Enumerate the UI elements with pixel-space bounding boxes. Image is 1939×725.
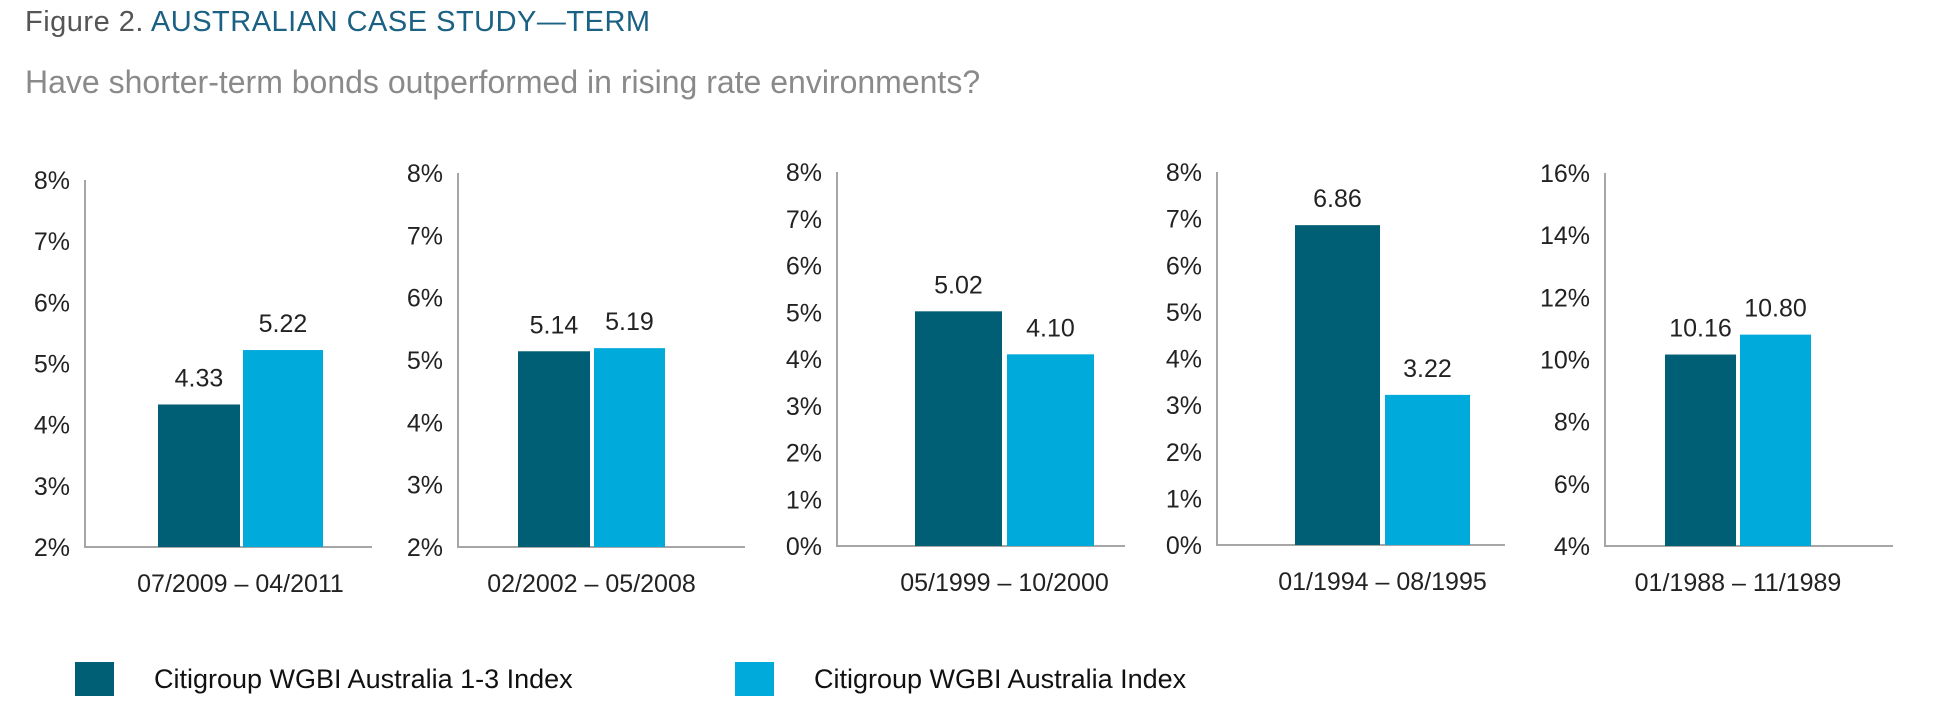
bar-full-index (243, 350, 323, 547)
figure-title-text: AUSTRALIAN CASE STUDY—TERM (150, 6, 651, 38)
y-tick-label: 4% (407, 409, 443, 437)
x-category-label: 01/1994 – 08/1995 (1278, 568, 1487, 596)
y-tick-label: 16% (1540, 160, 1590, 188)
data-label: 5.19 (605, 308, 654, 336)
legend-item-short-index: Citigroup WGBI Australia 1-3 Index (75, 662, 573, 696)
y-tick-label: 2% (34, 534, 70, 562)
y-tick-label: 6% (407, 285, 443, 313)
y-tick-label: 7% (34, 228, 70, 256)
y-tick-label: 12% (1540, 284, 1590, 312)
y-tick-label: 6% (786, 253, 822, 281)
x-category-label: 01/1988 – 11/1989 (1635, 569, 1842, 597)
y-tick-label: 4% (786, 346, 822, 374)
y-tick-label: 2% (407, 534, 443, 562)
y-tick-label: 10% (1540, 347, 1590, 375)
bar-full-index (1385, 394, 1470, 545)
y-tick-label: 8% (34, 167, 70, 195)
y-tick-label: 6% (34, 289, 70, 317)
bar-short-index (518, 351, 590, 547)
y-tick-label: 5% (786, 299, 822, 327)
bar-charts: 2% 3% 4% 5% 6% 7% 8% 4.33 5.22 07/2009 – 04/2011 2… (34, 159, 1893, 598)
data-label: 10.16 (1669, 315, 1732, 343)
y-tick-label: 6% (1554, 471, 1590, 499)
bar-full-index (594, 348, 665, 547)
bar-short-index (158, 404, 240, 547)
y-tick-label: 3% (407, 472, 443, 500)
y-tick-label: 2% (1166, 439, 1202, 467)
bar-full-index (1007, 354, 1094, 546)
y-tick-label: 8% (407, 160, 443, 188)
y-tick-label: 2% (786, 440, 822, 468)
y-tick-label: 4% (1166, 346, 1202, 374)
y-tick-label: 14% (1540, 222, 1590, 250)
figure-number: Figure 2. (25, 6, 144, 38)
data-label: 3.22 (1403, 355, 1452, 383)
y-tick-label: 3% (786, 393, 822, 421)
legend-item-full-index: Citigroup WGBI Australia Index (735, 662, 1186, 696)
y-tick-label: 3% (34, 473, 70, 501)
data-label: 6.86 (1313, 185, 1362, 213)
y-tick-label: 0% (786, 533, 822, 561)
legend-swatch-light (735, 662, 774, 696)
y-tick-label: 5% (407, 347, 443, 375)
data-label: 10.80 (1744, 295, 1807, 323)
y-tick-label: 0% (1166, 532, 1202, 560)
y-tick-label: 8% (1554, 409, 1590, 437)
y-tick-label: 5% (1166, 299, 1202, 327)
data-label: 5.22 (259, 310, 308, 338)
legend-label: Citigroup WGBI Australia 1-3 Index (154, 663, 573, 694)
x-category-label: 07/2009 – 04/2011 (137, 570, 344, 598)
data-label: 4.33 (175, 364, 224, 392)
data-label: 5.14 (530, 311, 579, 339)
bar-short-index (1665, 354, 1736, 546)
y-tick-label: 1% (1166, 485, 1202, 513)
y-tick-label: 5% (34, 351, 70, 379)
y-tick-label: 4% (1554, 533, 1590, 561)
figure-subtitle: Have shorter-term bonds outperformed in … (25, 64, 981, 100)
y-tick-label: 3% (1166, 392, 1202, 420)
figure-title: Figure 2. AUSTRALIAN CASE STUDY—TERM (25, 6, 651, 39)
legend-label: Citigroup WGBI Australia Index (814, 663, 1187, 694)
bar-short-index (1295, 225, 1380, 545)
data-label: 5.02 (934, 271, 983, 299)
y-tick-label: 4% (34, 412, 70, 440)
x-category-label: 02/2002 – 05/2008 (487, 570, 696, 598)
data-label: 4.10 (1026, 314, 1075, 342)
y-tick-label: 6% (1166, 252, 1202, 280)
bar-short-index (915, 311, 1002, 546)
legend-swatch-dark (75, 662, 114, 696)
y-tick-label: 1% (786, 486, 822, 514)
y-tick-label: 8% (786, 159, 822, 187)
y-tick-label: 7% (1166, 206, 1202, 234)
y-tick-label: 7% (407, 222, 443, 250)
bar-full-index (1740, 334, 1811, 546)
y-tick-label: 8% (1166, 159, 1202, 187)
y-tick-label: 7% (786, 206, 822, 234)
x-category-label: 05/1999 – 10/2000 (900, 569, 1109, 597)
